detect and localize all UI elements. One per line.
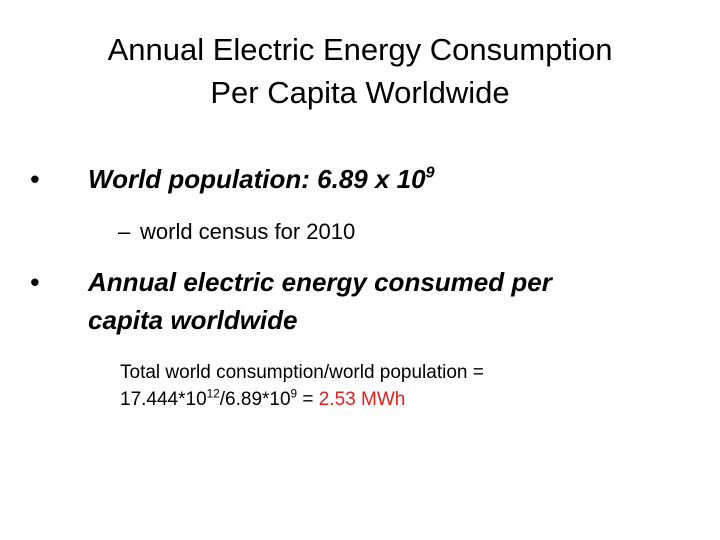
superscript: 12 bbox=[206, 387, 220, 401]
sub-bullet-marker: – bbox=[118, 219, 131, 244]
bullet-text-base: World population: 6.89 x 10 bbox=[88, 164, 426, 194]
body-text: Total world consumption/world population… bbox=[120, 362, 484, 383]
formula-equals: = bbox=[302, 389, 314, 410]
bullet-marker: • bbox=[30, 164, 40, 194]
formula-result: 2.53 MWh bbox=[318, 389, 406, 410]
bullet-text: capita worldwide bbox=[88, 305, 298, 335]
superscript: 9 bbox=[290, 387, 298, 401]
formula-part: /6.89*10 bbox=[219, 389, 291, 410]
superscript: 9 bbox=[425, 163, 435, 182]
bullet-text: Annual electric energy consumed per bbox=[88, 267, 552, 297]
bullet-text: World population: 6.89 x 109 bbox=[88, 164, 435, 195]
title-line: Per Capita Worldwide bbox=[210, 75, 510, 110]
formula-part: 17.444*10 bbox=[120, 389, 207, 410]
sub-bullet-text: world census for 2010 bbox=[140, 219, 356, 244]
title-line: Annual Electric Energy Consumption bbox=[107, 32, 613, 67]
bullet-marker: • bbox=[30, 267, 40, 297]
body-formula: 17.444*1012/6.89*109 = 2.53 MWh bbox=[120, 387, 406, 411]
